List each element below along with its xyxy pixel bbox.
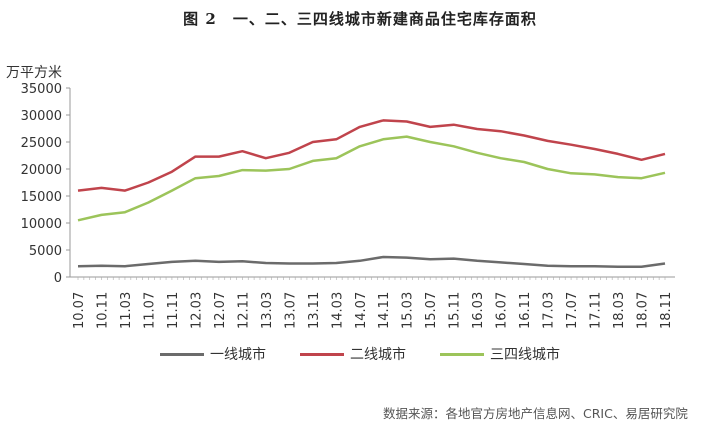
y-axis-unit-label: 万平方米 bbox=[6, 65, 62, 81]
legend-item: 三四线城市 bbox=[440, 344, 560, 364]
x-tick-label: 15.11 bbox=[448, 292, 463, 329]
source-note: 数据来源：各地官方房地产信息网、CRIC、易居研究院 bbox=[383, 406, 688, 421]
y-tick-label: 20000 bbox=[21, 163, 62, 178]
series-line-2 bbox=[77, 119, 666, 192]
x-tick-label: 10.11 bbox=[95, 292, 110, 329]
legend-swatch bbox=[300, 352, 344, 356]
series-line-3 bbox=[77, 135, 666, 222]
x-tick-label: 18.03 bbox=[612, 292, 627, 329]
y-tick-label: 15000 bbox=[21, 190, 62, 205]
y-tick-label: 0 bbox=[54, 271, 62, 286]
x-tick-label: 18.07 bbox=[636, 292, 651, 329]
x-tick-label: 16.03 bbox=[471, 292, 486, 329]
x-tick-label: 12.07 bbox=[213, 292, 228, 329]
line-chart: 0 5000 10000 15000 20000 25000 30000 35000 10.07… bbox=[21, 82, 675, 329]
y-tick-label: 35000 bbox=[21, 82, 62, 97]
x-tick-label: 18.11 bbox=[659, 292, 674, 329]
x-tick-label: 17.11 bbox=[589, 292, 604, 329]
legend-label: 三四线城市 bbox=[490, 347, 560, 363]
x-tick-label: 12.03 bbox=[189, 292, 204, 329]
y-tick-label: 5000 bbox=[29, 244, 62, 259]
legend-item: 一线城市 bbox=[160, 344, 266, 364]
x-tick-label: 11.03 bbox=[119, 292, 134, 329]
x-tick-label: 13.11 bbox=[307, 292, 322, 329]
x-tick-label: 13.07 bbox=[283, 292, 298, 329]
x-tick-label: 16.07 bbox=[495, 292, 510, 329]
x-tick-label: 11.07 bbox=[142, 292, 157, 329]
x-tick-label: 16.11 bbox=[518, 292, 533, 329]
y-tick-label: 25000 bbox=[21, 136, 62, 151]
x-tick-label: 17.07 bbox=[565, 292, 580, 329]
legend-item: 二线城市 bbox=[300, 344, 406, 364]
x-tick-label: 14.07 bbox=[354, 292, 369, 329]
x-tick-label: 12.11 bbox=[236, 292, 251, 329]
legend-swatch bbox=[440, 352, 484, 356]
legend: 一线城市 二线城市 三四线城市 bbox=[0, 344, 720, 364]
y-tick-label: 10000 bbox=[21, 217, 62, 232]
legend-label: 一线城市 bbox=[210, 347, 266, 363]
x-tick-label: 14.03 bbox=[330, 292, 345, 329]
legend-label: 二线城市 bbox=[350, 347, 406, 363]
x-tick-label: 11.11 bbox=[166, 292, 181, 329]
x-tick-label: 15.07 bbox=[424, 292, 439, 329]
legend-swatch bbox=[160, 352, 204, 356]
x-tick-label: 10.07 bbox=[72, 292, 87, 329]
x-tick-label: 13.03 bbox=[260, 292, 275, 329]
chart-title: 图 2 一、二、三四线城市新建商品住宅库存面积 bbox=[183, 10, 537, 28]
x-tick-label: 14.11 bbox=[377, 292, 392, 329]
y-tick-label: 30000 bbox=[21, 109, 62, 124]
x-tick-label: 15.03 bbox=[401, 292, 416, 329]
series-line-1 bbox=[77, 255, 666, 268]
x-tick-label: 17.03 bbox=[542, 292, 557, 329]
